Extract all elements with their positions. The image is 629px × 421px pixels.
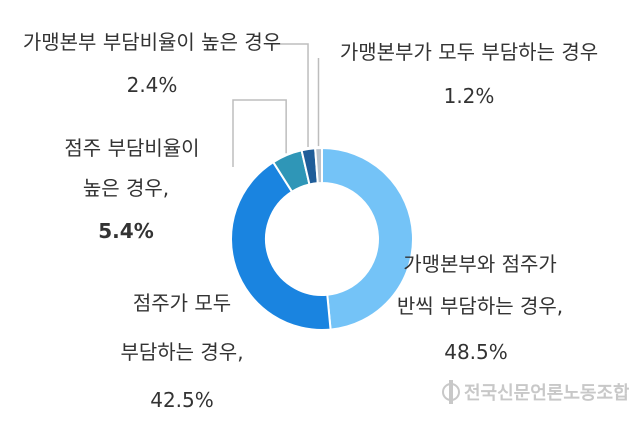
donut-slices xyxy=(230,146,414,331)
leader-lines xyxy=(232,43,320,167)
slice-2-label-line2: 부담하는 경우, xyxy=(120,340,243,364)
slice-1 xyxy=(321,146,414,331)
slice-4-label: 가맹본부 부담비율이 높은 경우 xyxy=(23,30,281,54)
leader-line-4 xyxy=(266,43,309,148)
slice-5-value: 1.2% xyxy=(444,84,495,108)
slice-1-label-line2: 반씩 부담하는 경우, xyxy=(397,294,563,318)
leader-line-3 xyxy=(232,99,287,167)
slice-3-value: 5.4% xyxy=(98,219,153,243)
slice-2-label-line1: 점주가 모두 xyxy=(133,291,231,315)
watermark-text: 전국신문언론노동조합 xyxy=(464,382,629,404)
watermark: 전국신문언론노동조합 xyxy=(442,380,629,404)
slice-3-label-line2: 높은 경우, xyxy=(83,176,169,200)
slice-2-value: 42.5% xyxy=(150,388,214,412)
union-logo-icon xyxy=(442,380,460,404)
slice-2 xyxy=(230,160,332,331)
slice-5-label: 가맹본부가 모두 부담하는 경우 xyxy=(340,40,598,64)
slice-5 xyxy=(314,146,323,185)
slice-1-value: 48.5% xyxy=(444,340,508,364)
slice-1-label-line1: 가맹본부와 점주가 xyxy=(403,252,557,276)
slice-3-label-line1: 점주 부담비율이 xyxy=(64,136,199,160)
slice-4-value: 2.4% xyxy=(127,73,178,97)
